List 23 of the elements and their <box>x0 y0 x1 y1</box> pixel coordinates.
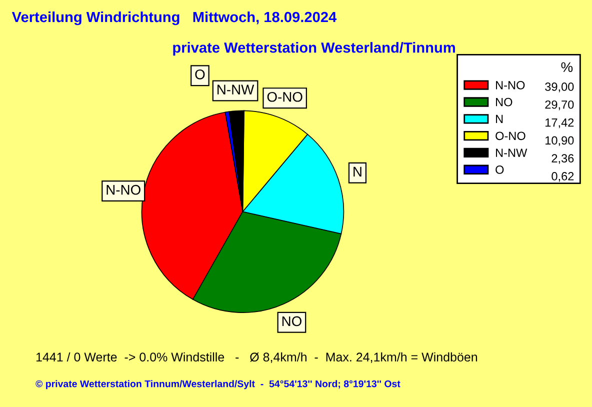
legend-title: % <box>561 62 573 72</box>
legend-label: NO <box>496 98 512 106</box>
slice-label: N <box>354 166 362 176</box>
data-label: 10,90 <box>546 136 574 146</box>
legend-label: O <box>496 166 504 174</box>
legend-label: N-NO <box>496 80 525 90</box>
legend-label: N-NW <box>496 148 528 157</box>
legend-label: N <box>496 114 503 124</box>
legend-label: O-NO <box>496 132 526 140</box>
data-label: 0,62 <box>552 172 574 182</box>
slice-label: N-NW <box>218 84 254 94</box>
slice-label: NO <box>282 316 302 326</box>
slice-label: N-NO <box>106 184 140 195</box>
text: 1441 / 0 Werte -> 0.0% Windstille - Ø 8,4km/h - Max. 24,1km/h = Windböen <box>36 352 478 363</box>
data-label: 39,00 <box>545 82 574 92</box>
data-label: 29,70 <box>545 100 574 110</box>
text: © private Wetterstation Tinnum/Westerland/Sylt - 54°54'13'' Nord; 8°19'13'' Ost <box>36 380 400 390</box>
data-label: 2,36 <box>552 154 574 164</box>
slice-label: O <box>195 70 205 80</box>
slice-label: O-NO <box>267 92 302 102</box>
data-label: 17,42 <box>546 118 574 128</box>
chart-subtitle: private Wetterstation Westerland/Tinnum <box>173 42 455 56</box>
chart-title: Verteilung Windrichtung Mittwoch, 18.09.2024 <box>12 11 337 26</box>
